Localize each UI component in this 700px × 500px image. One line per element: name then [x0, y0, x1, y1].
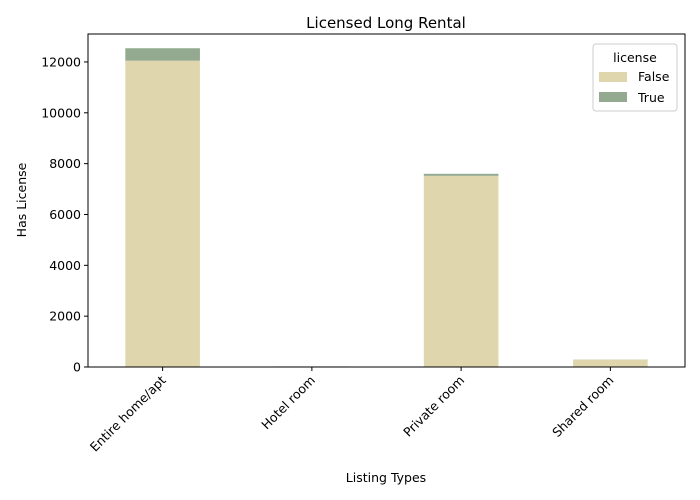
legend-label-false: False	[638, 69, 670, 84]
legend-title: license	[613, 50, 657, 65]
legend-swatch-false	[599, 72, 627, 82]
legend-label-true: True	[637, 90, 665, 105]
x-axis: Entire home/apt Hotel room Private room Sha…	[87, 367, 616, 454]
y-tick-label: 10000	[41, 105, 81, 120]
y-tick-label: 6000	[49, 207, 81, 222]
x-tick-label: Hotel room	[258, 373, 318, 433]
x-tick-label: Private room	[400, 373, 467, 440]
bar-false-2	[423, 175, 499, 367]
bar-true-0	[125, 48, 200, 61]
x-tick-label: Shared room	[549, 373, 616, 440]
x-tick-label: Entire home/apt	[87, 372, 169, 454]
plot-area	[125, 48, 648, 368]
x-axis-label: Listing Types	[346, 470, 426, 485]
bar-true-2	[423, 173, 499, 176]
y-tick-label: 12000	[41, 54, 81, 69]
chart-title: Licensed Long Rental	[306, 14, 466, 32]
bar-false-3	[573, 359, 648, 367]
y-axis-label: Has License	[14, 162, 29, 237]
plot-frame	[87, 33, 686, 368]
bar-false-0	[125, 60, 200, 368]
legend: license False True	[592, 43, 678, 112]
legend-swatch-true	[599, 92, 627, 102]
y-tick-label: 0	[73, 360, 81, 375]
y-tick-label: 8000	[49, 156, 81, 171]
y-axis: 0 2000 4000 6000 8000 10000 12000	[41, 54, 88, 375]
y-tick-label: 4000	[49, 258, 81, 273]
y-tick-label: 2000	[49, 309, 81, 324]
